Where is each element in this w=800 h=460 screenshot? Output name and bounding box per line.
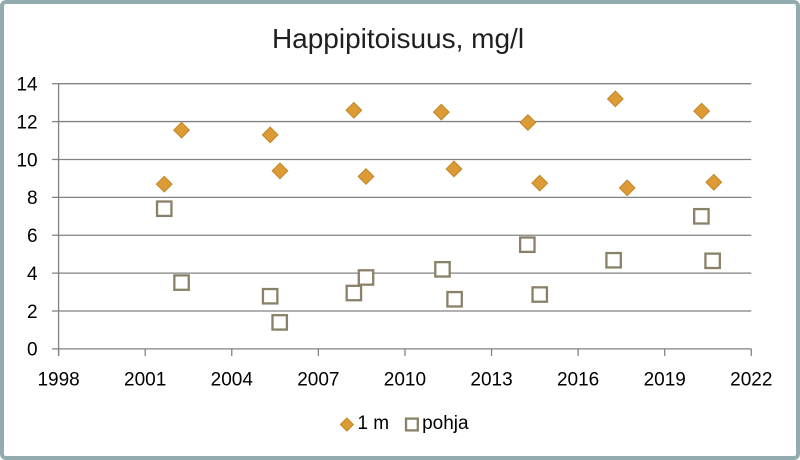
y-tick-label: 8 xyxy=(27,188,38,209)
data-point-1 xyxy=(357,269,375,286)
y-tick-label: 0 xyxy=(27,340,38,361)
x-tick-label: 2004 xyxy=(211,369,254,390)
x-tick-label: 2016 xyxy=(557,369,599,390)
data-point-0 xyxy=(345,101,363,119)
data-point-0 xyxy=(531,174,549,192)
legend-marker-square-icon xyxy=(404,416,419,432)
data-point-1 xyxy=(446,290,463,308)
legend-item-pohja: pohja xyxy=(404,413,469,435)
data-point-1 xyxy=(605,251,622,269)
x-tick-label: 2001 xyxy=(124,369,166,390)
x-tick-label: 2007 xyxy=(297,369,339,390)
chart-title: Happipitoisuus, mg/l xyxy=(271,23,525,54)
legend: 1 m pohja xyxy=(339,413,469,435)
legend-label-pohja: pohja xyxy=(422,413,469,434)
data-point-1 xyxy=(271,314,289,331)
data-point-1 xyxy=(345,284,363,302)
data-point-0 xyxy=(173,121,191,139)
data-point-1 xyxy=(704,252,721,270)
data-point-1 xyxy=(434,260,451,278)
legend-item-1m: 1 m xyxy=(339,413,389,435)
data-point-0 xyxy=(618,179,636,197)
y-tick-label: 2 xyxy=(27,302,38,323)
legend-label-1m: 1 m xyxy=(357,413,390,434)
data-point-1 xyxy=(518,236,536,254)
data-point-0 xyxy=(693,102,711,120)
data-point-1 xyxy=(155,200,173,218)
data-point-0 xyxy=(705,173,723,191)
data-point-0 xyxy=(357,168,375,186)
data-point-0 xyxy=(261,126,279,144)
data-point-1 xyxy=(261,287,279,305)
y-tick-label: 4 xyxy=(27,264,38,285)
data-point-1 xyxy=(173,274,190,291)
data-point-0 xyxy=(271,162,289,180)
data-point-0 xyxy=(445,160,463,178)
x-tick-label: 2013 xyxy=(470,369,512,390)
data-point-0 xyxy=(155,175,173,193)
x-tick-label: 2010 xyxy=(384,369,426,390)
data-point-1 xyxy=(693,207,710,225)
x-tick-label: 2022 xyxy=(730,369,772,390)
legend-marker-diamond-icon xyxy=(339,416,355,432)
x-tick-label: 2019 xyxy=(644,369,686,390)
data-point-0 xyxy=(432,103,450,121)
data-point-0 xyxy=(606,90,624,108)
data-point-0 xyxy=(519,114,537,132)
data-point-1 xyxy=(531,286,549,303)
y-tick-label: 6 xyxy=(27,226,38,247)
y-tick-label: 14 xyxy=(16,75,38,96)
x-tick-label: 1998 xyxy=(37,369,79,390)
y-tick-label: 10 xyxy=(16,150,37,171)
y-tick-label: 12 xyxy=(16,112,37,133)
